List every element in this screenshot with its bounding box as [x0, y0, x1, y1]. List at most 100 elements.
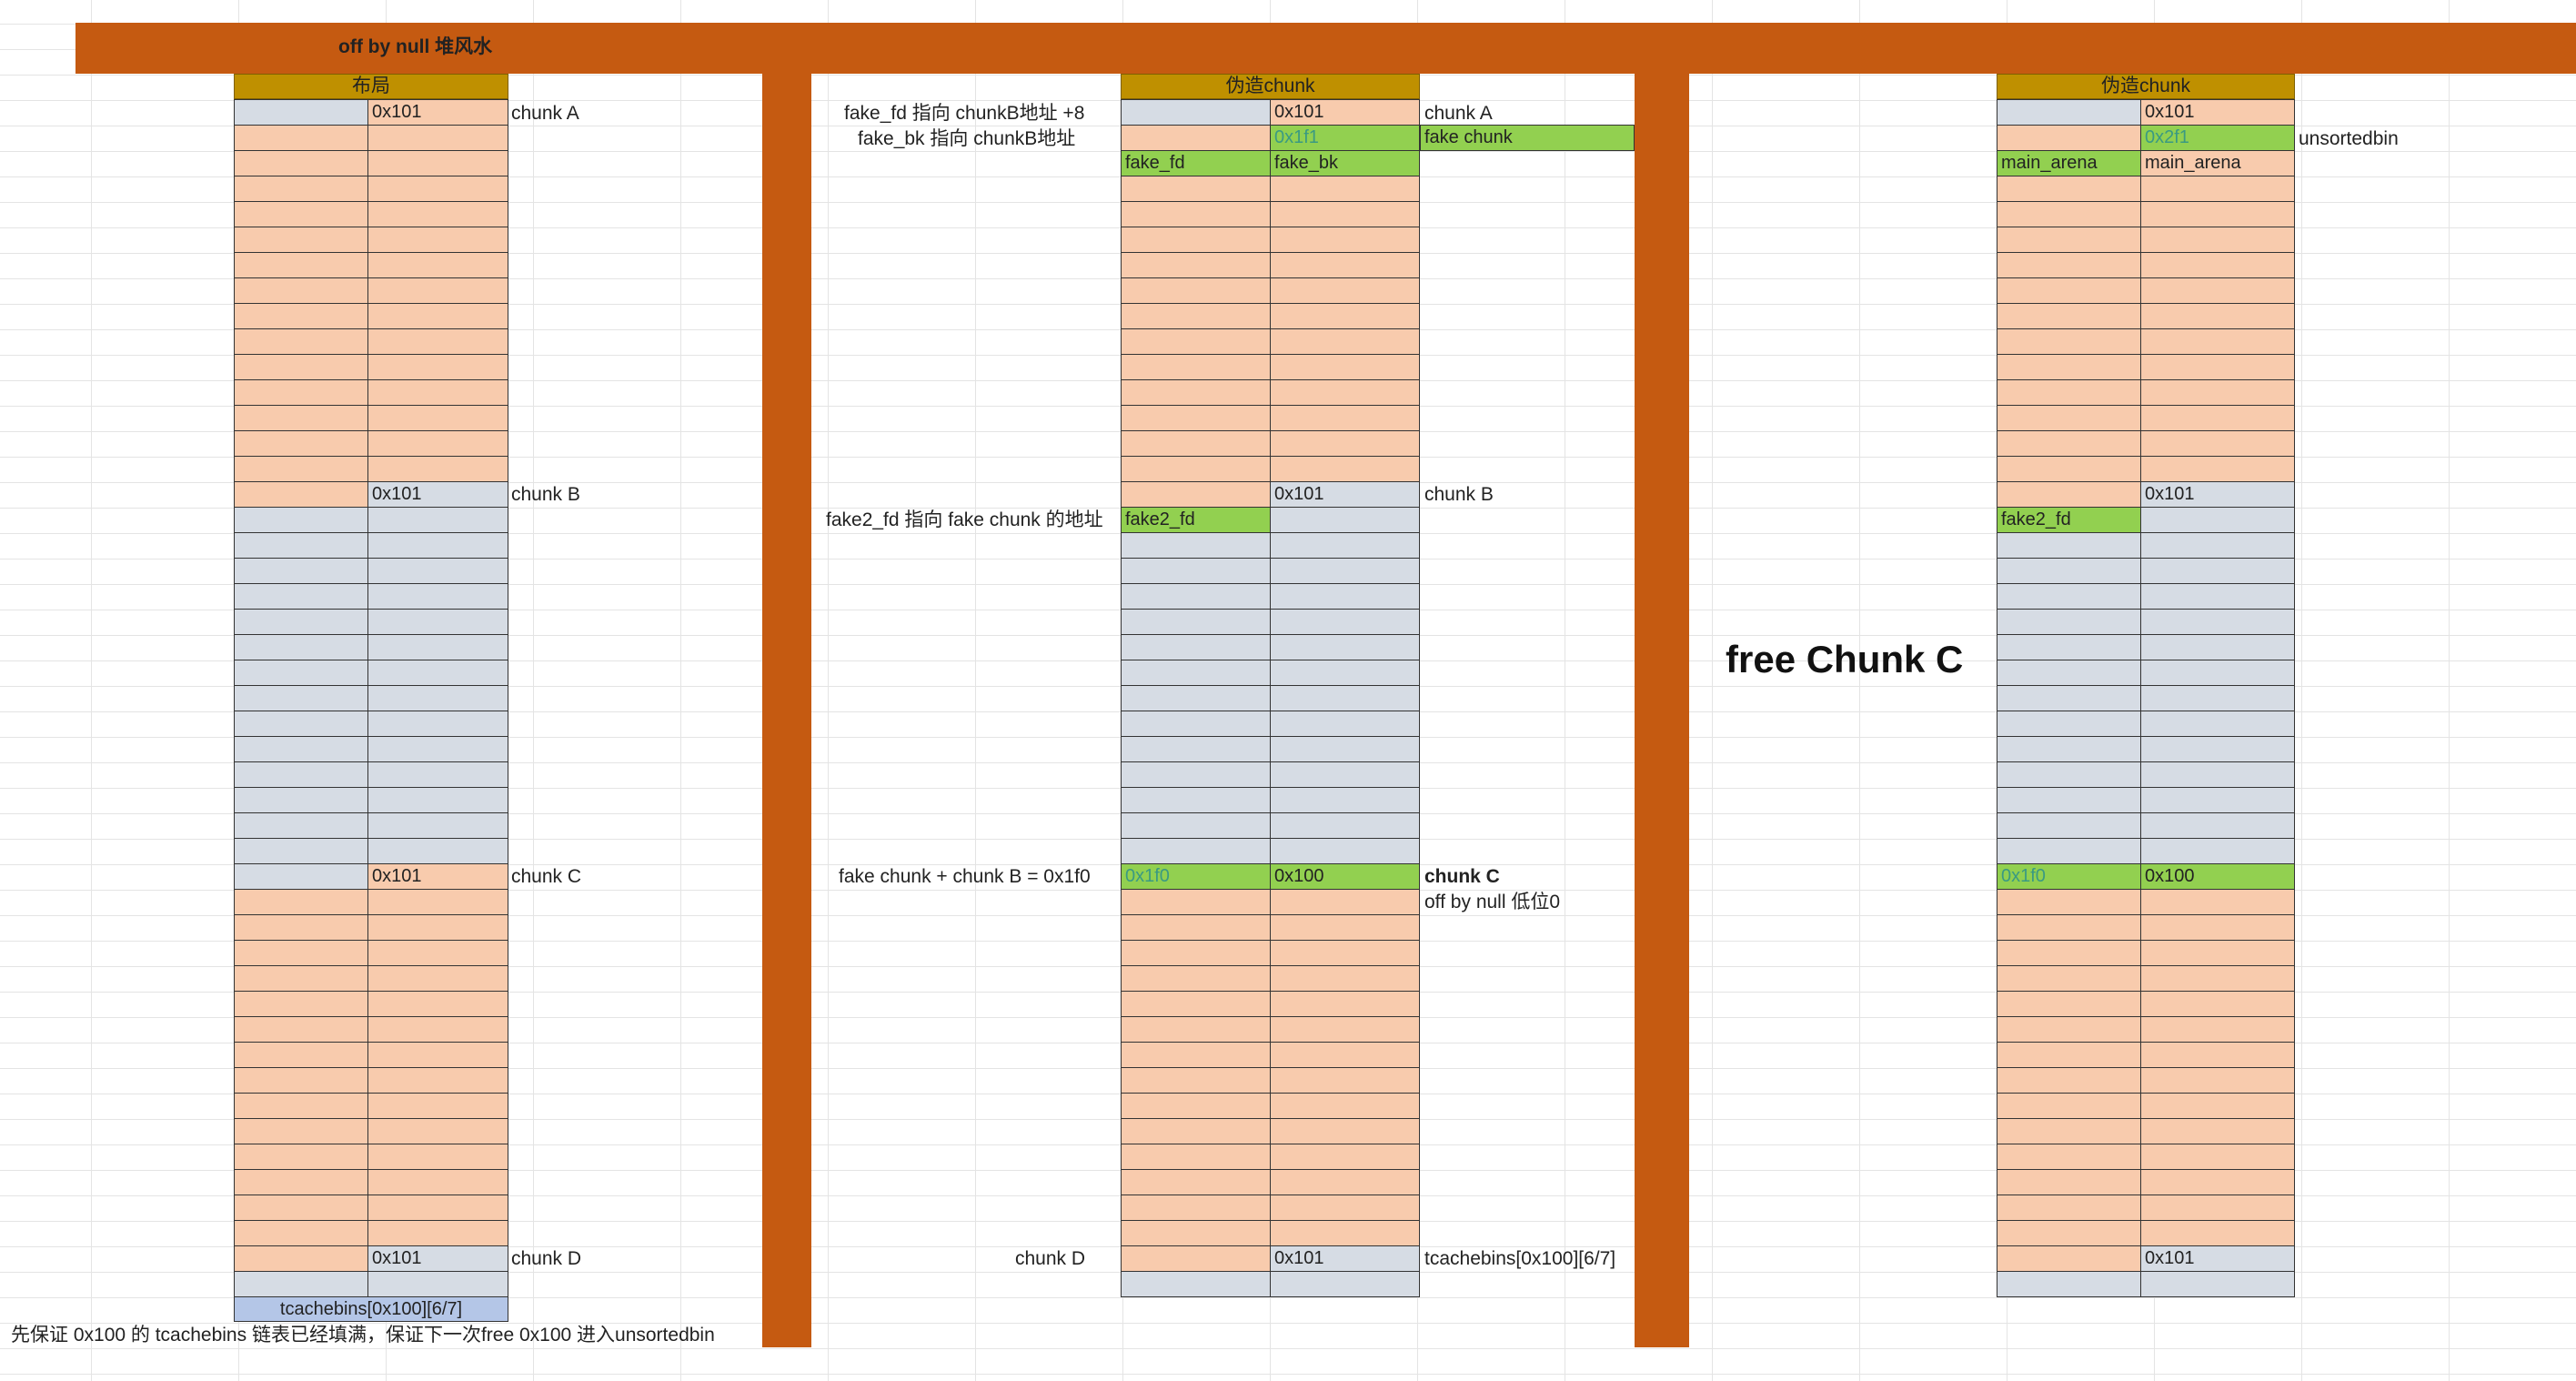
memory-cell[interactable]: [1997, 634, 2141, 660]
memory-cell[interactable]: [1121, 303, 1271, 329]
memory-cell[interactable]: [367, 430, 508, 457]
memory-cell[interactable]: [367, 889, 508, 915]
memory-cell[interactable]: [1121, 354, 1271, 380]
memory-cell[interactable]: [1997, 1118, 2141, 1144]
memory-cell[interactable]: [367, 1144, 508, 1170]
memory-cell[interactable]: [1997, 328, 2141, 355]
memory-cell[interactable]: [2140, 761, 2295, 788]
memory-cell[interactable]: [1121, 685, 1271, 711]
memory-cell[interactable]: [2140, 1144, 2295, 1170]
memory-cell[interactable]: [1997, 838, 2141, 864]
memory-cell[interactable]: [2140, 736, 2295, 762]
memory-cell[interactable]: [1121, 965, 1271, 992]
memory-cell[interactable]: [1270, 277, 1420, 304]
memory-cell[interactable]: [1121, 914, 1271, 941]
prev-size-cell[interactable]: 0x1f0: [1121, 863, 1271, 890]
memory-cell[interactable]: [367, 1067, 508, 1094]
memory-cell[interactable]: [234, 328, 368, 355]
memory-cell[interactable]: [2140, 914, 2295, 941]
memory-cell[interactable]: [1121, 583, 1271, 610]
chunk-c-size-cell[interactable]: 0x100: [2140, 863, 2295, 890]
memory-cell[interactable]: [1121, 1016, 1271, 1043]
chunk-a-size-cell[interactable]: 0x101: [367, 99, 508, 126]
memory-cell[interactable]: [1997, 379, 2141, 406]
memory-cell[interactable]: [234, 838, 368, 864]
memory-cell[interactable]: [1121, 1067, 1271, 1094]
memory-cell[interactable]: [234, 150, 368, 176]
memory-cell[interactable]: [1997, 430, 2141, 457]
memory-cell[interactable]: [1997, 889, 2141, 915]
memory-cell[interactable]: [1997, 991, 2141, 1017]
memory-cell[interactable]: [2140, 532, 2295, 559]
memory-cell[interactable]: [367, 583, 508, 610]
memory-cell[interactable]: [234, 277, 368, 304]
memory-cell[interactable]: [1997, 1271, 2141, 1297]
memory-cell[interactable]: [234, 609, 368, 635]
memory-cell[interactable]: [1270, 685, 1420, 711]
memory-cell[interactable]: [234, 303, 368, 329]
memory-cell[interactable]: [1270, 761, 1420, 788]
memory-cell[interactable]: [1121, 456, 1271, 482]
memory-cell[interactable]: [2140, 1067, 2295, 1094]
fake2-fd-cell[interactable]: fake2_fd: [1121, 507, 1271, 533]
memory-cell[interactable]: [367, 609, 508, 635]
memory-cell[interactable]: [1270, 558, 1420, 584]
memory-cell[interactable]: [2140, 379, 2295, 406]
memory-cell[interactable]: [1997, 252, 2141, 278]
memory-cell[interactable]: [2140, 965, 2295, 992]
memory-cell[interactable]: [1997, 609, 2141, 635]
memory-cell[interactable]: [234, 1169, 368, 1195]
memory-cell[interactable]: [1121, 609, 1271, 635]
fake-fd-cell[interactable]: fake_fd: [1121, 150, 1271, 176]
memory-cell[interactable]: [1270, 303, 1420, 329]
memory-cell[interactable]: [2140, 685, 2295, 711]
memory-cell[interactable]: [1270, 914, 1420, 941]
memory-cell[interactable]: [234, 1067, 368, 1094]
memory-cell[interactable]: [1270, 991, 1420, 1017]
memory-cell[interactable]: [367, 787, 508, 813]
memory-cell[interactable]: [2140, 405, 2295, 431]
memory-cell[interactable]: [1270, 711, 1420, 737]
memory-cell[interactable]: [1997, 1016, 2141, 1043]
memory-cell[interactable]: [234, 1042, 368, 1068]
memory-cell[interactable]: [1121, 1042, 1271, 1068]
memory-cell[interactable]: [367, 1220, 508, 1246]
memory-cell[interactable]: [1121, 227, 1271, 253]
memory-cell[interactable]: [367, 634, 508, 660]
memory-cell[interactable]: [2140, 507, 2295, 533]
memory-cell[interactable]: [1997, 1169, 2141, 1195]
memory-cell[interactable]: [2140, 634, 2295, 660]
memory-cell[interactable]: [1121, 201, 1271, 227]
memory-cell[interactable]: [1121, 379, 1271, 406]
memory-cell[interactable]: [1270, 507, 1420, 533]
memory-cell[interactable]: [1997, 1195, 2141, 1221]
memory-cell[interactable]: [367, 940, 508, 966]
memory-cell[interactable]: [1270, 1093, 1420, 1119]
memory-cell[interactable]: [2140, 660, 2295, 686]
memory-cell[interactable]: [367, 303, 508, 329]
memory-cell[interactable]: [367, 1093, 508, 1119]
memory-cell[interactable]: [367, 125, 508, 151]
fake-bk-cell[interactable]: fake_bk: [1270, 150, 1420, 176]
memory-cell[interactable]: [1270, 354, 1420, 380]
memory-cell[interactable]: [1997, 125, 2141, 151]
memory-cell[interactable]: [234, 812, 368, 839]
memory-cell[interactable]: [1121, 1169, 1271, 1195]
memory-cell[interactable]: [1121, 812, 1271, 839]
memory-cell[interactable]: [367, 660, 508, 686]
memory-cell[interactable]: [234, 914, 368, 941]
memory-cell[interactable]: [1121, 405, 1271, 431]
memory-cell[interactable]: [1997, 736, 2141, 762]
memory-cell[interactable]: [234, 227, 368, 253]
memory-cell[interactable]: [367, 1118, 508, 1144]
memory-cell[interactable]: [1121, 787, 1271, 813]
memory-cell[interactable]: [367, 558, 508, 584]
memory-cell[interactable]: [234, 125, 368, 151]
memory-cell[interactable]: [1270, 227, 1420, 253]
bk-main-arena-cell[interactable]: main_arena: [2140, 150, 2295, 176]
memory-cell[interactable]: [1121, 991, 1271, 1017]
memory-cell[interactable]: [1997, 1042, 2141, 1068]
memory-cell[interactable]: [1121, 430, 1271, 457]
memory-cell[interactable]: [1270, 889, 1420, 915]
memory-cell[interactable]: [2140, 838, 2295, 864]
